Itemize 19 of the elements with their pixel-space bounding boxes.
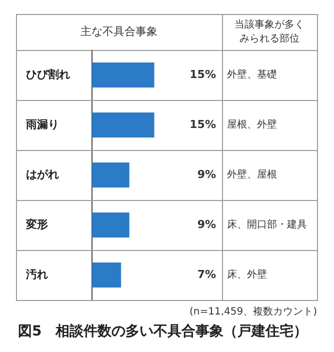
data-label: 15% — [190, 68, 216, 81]
text: 当該事象が多くみられる部位 — [234, 18, 304, 45]
y-tick-label: 変形 — [25, 218, 48, 231]
data-label: 9% — [197, 168, 216, 181]
data-label: 9% — [197, 218, 216, 231]
text: 図5 相談件数の多い不具合事象（戸建住宅） — [18, 322, 308, 340]
y-tick-label: ひび割れ — [26, 68, 70, 81]
y-tick-label: 汚れ — [25, 268, 48, 281]
text: 主な不具合事象 — [80, 24, 158, 38]
text: 床、外壁 — [227, 268, 267, 281]
text: 床、開口部・建具 — [227, 218, 307, 231]
text: 外壁、基礎 — [227, 68, 277, 81]
y-tick-label: 雨漏り — [25, 118, 59, 131]
y-tick-label: はがれ — [26, 168, 59, 181]
text: (n=11,459、複数カウント) — [189, 306, 318, 318]
data-label: 7% — [197, 268, 216, 281]
text: 外壁、屋根 — [227, 168, 277, 181]
text: 屋根、外壁 — [227, 118, 277, 131]
data-label: 15% — [190, 118, 216, 131]
